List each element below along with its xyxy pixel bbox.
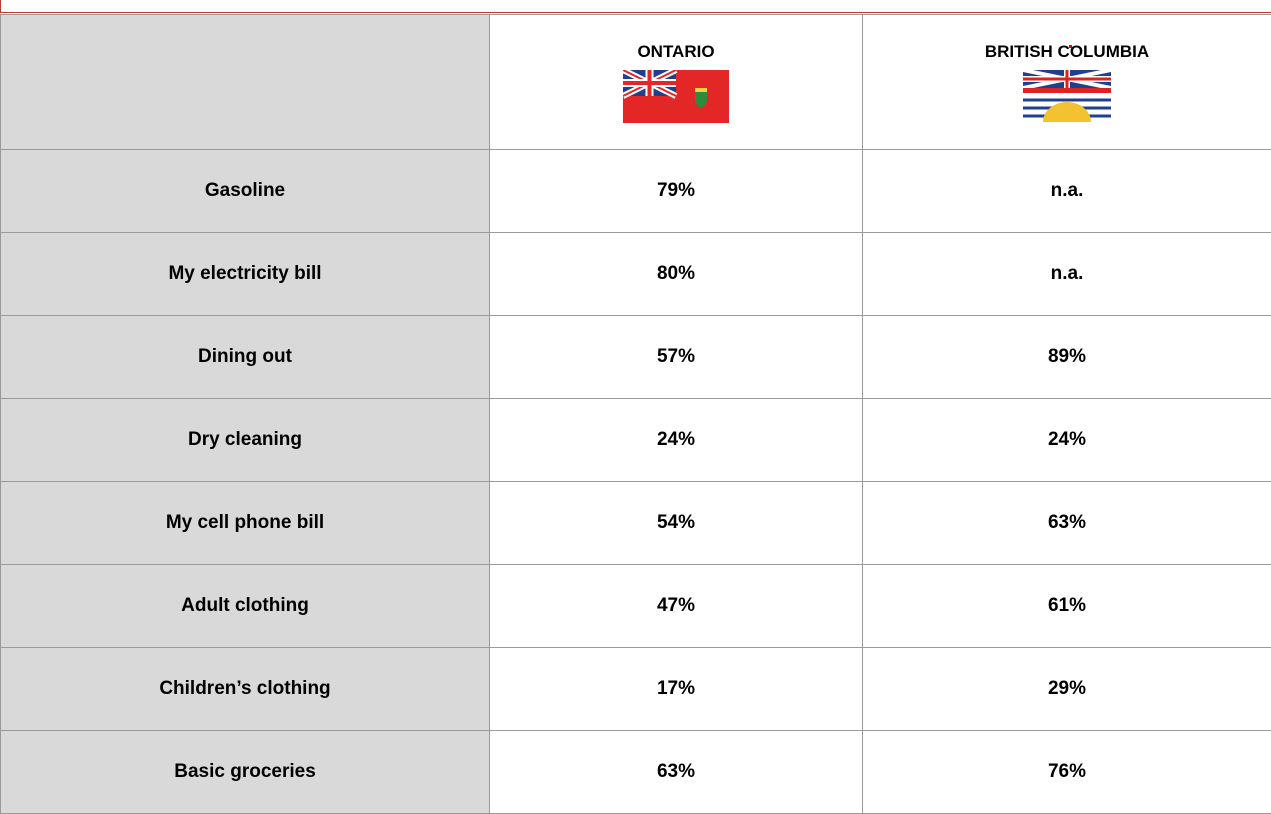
value-cell: 24% [490,399,863,482]
value-cell: 63% [490,731,863,814]
value-cell: 80% [490,233,863,316]
value-cell: 76% [863,731,1271,814]
value-cell: 17% [490,648,863,731]
value-cell: 47% [490,565,863,648]
row-label: Dining out [1,316,490,399]
value-cell: 89% [863,316,1271,399]
row-label: Adult clothing [1,565,490,648]
value-cell: 63% [863,482,1271,565]
top-strip [0,0,1271,13]
value-cell: 54% [490,482,863,565]
value-cell: 61% [863,565,1271,648]
corner-cell [1,15,490,150]
ontario-flag [623,70,729,123]
value-cell: n.a. [863,233,1271,316]
header-row: ONTARIO BRITISH COLUMBIA [1,15,1271,150]
header-cell: ONTARIO [490,15,863,150]
value-cell: 57% [490,316,863,399]
column-title: BRITISH COLUMBIA [863,42,1271,62]
value-cell: 24% [863,399,1271,482]
column-title: ONTARIO [490,42,862,62]
row-label: My electricity bill [1,233,490,316]
row-label: Basic groceries [1,731,490,814]
value-cell: 79% [490,150,863,233]
header-cell: BRITISH COLUMBIA [863,15,1271,150]
value-cell: 29% [863,648,1271,731]
row-label: Gasoline [1,150,490,233]
row-label: Children’s clothing [1,648,490,731]
row-label: My cell phone bill [1,482,490,565]
bc-flag [1023,70,1111,122]
row-label: Dry cleaning [1,399,490,482]
value-cell: n.a. [863,150,1271,233]
